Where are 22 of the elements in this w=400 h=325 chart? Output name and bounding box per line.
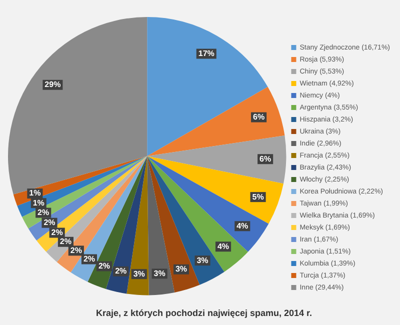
data-label: 29%: [44, 80, 61, 90]
data-label: 6%: [260, 154, 272, 164]
data-label: 5%: [252, 192, 264, 202]
data-label: 4%: [217, 242, 230, 251]
data-label: 6%: [253, 112, 265, 122]
data-label: 2%: [115, 266, 127, 276]
data-label: 2%: [38, 208, 50, 217]
data-label: 2%: [60, 237, 72, 246]
data-label: 4%: [236, 221, 248, 230]
data-label: 1%: [32, 198, 44, 208]
data-label: 3%: [133, 269, 145, 278]
text: Kraje, z których pochodzi najwięcej spamu, 2014 r.: [96, 308, 312, 318]
data-label: 3%: [175, 264, 188, 274]
data-label: 2%: [51, 228, 63, 237]
data-label: 2%: [44, 218, 56, 228]
data-label: 17%: [198, 48, 214, 58]
data-label: 2%: [98, 262, 110, 271]
data-label: 2%: [70, 246, 82, 255]
data-label: 3%: [154, 268, 166, 278]
data-label: 1%: [29, 188, 41, 198]
data-label: 3%: [196, 256, 208, 265]
data-label: 2%: [83, 254, 96, 264]
